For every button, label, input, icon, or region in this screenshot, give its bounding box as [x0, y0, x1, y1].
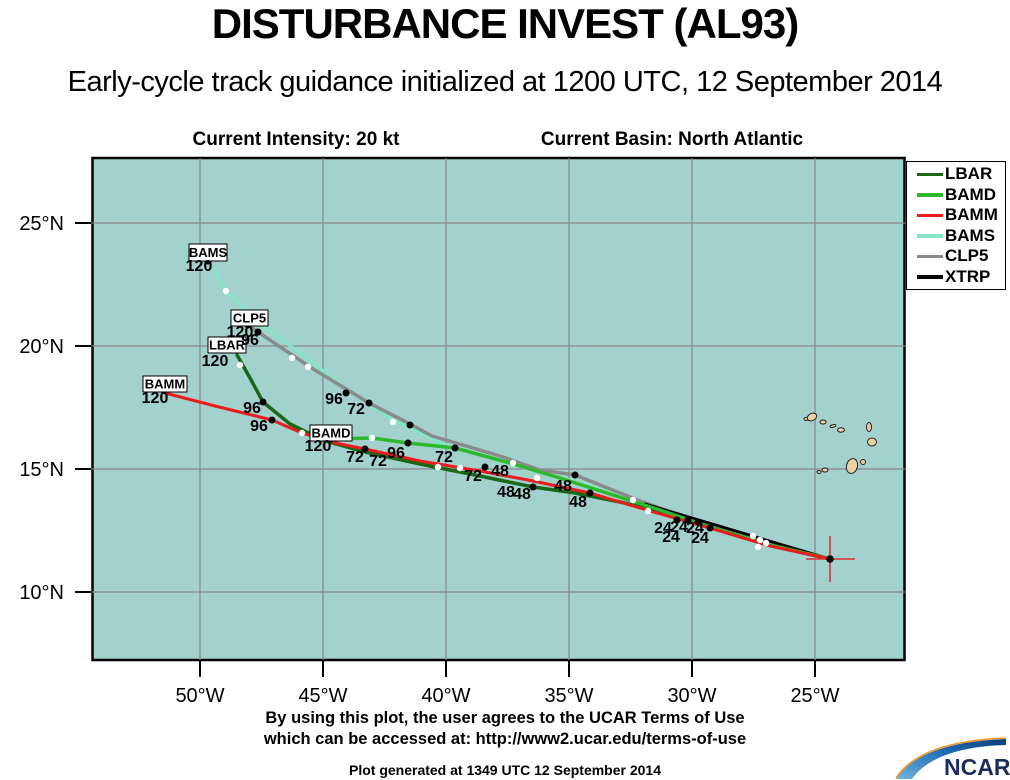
model-box-label: LBAR: [209, 338, 246, 353]
hour-label: 72: [369, 453, 387, 470]
hour-label: 24: [691, 530, 709, 547]
legend-item: LBAR: [917, 164, 1005, 184]
hour-label: 120: [227, 324, 254, 341]
terms-of-use-line2: which can be accessed at: http://www2.uc…: [263, 730, 747, 748]
bamm-line-swatch: [917, 213, 943, 217]
hour-label: 96: [250, 418, 268, 435]
model-box-label: BAMM: [145, 377, 185, 392]
legend-label: XTRP: [945, 266, 991, 286]
model-box-label: BAMD: [312, 426, 351, 441]
legend-item: BAMS: [917, 226, 1005, 246]
map-plot-area: [91, 156, 906, 662]
axis-ticks: [75, 222, 816, 677]
legend-item: BAMM: [917, 205, 1005, 225]
islands: [803, 412, 877, 474]
hour-label: 72: [347, 401, 365, 418]
ncar-logo: NCAR: [895, 737, 1010, 780]
page-title: DISTURBANCE INVEST (AL93): [211, 0, 799, 47]
hour-label: 24: [686, 520, 704, 537]
hour-label: 48: [569, 494, 587, 511]
current-intensity-label: Current Intensity: 20 kt: [192, 129, 400, 150]
track-bamm: [163, 391, 832, 561]
plot-generated-timestamp: Plot generated at 1349 UTC 12 September …: [348, 762, 662, 778]
lat-tick-label: 15°N: [19, 459, 64, 481]
hour-label: 120: [202, 353, 229, 370]
bamd-line-swatch: [917, 193, 943, 197]
latitude-axis-labels: 25°N 20°N 15°N 10°N: [19, 213, 64, 604]
model-name-boxes: BAMS CLP5 LBAR BAMM BAMD: [142, 243, 353, 442]
legend-label: LBAR: [945, 164, 993, 184]
intermediate-track-points: [222, 287, 770, 551]
lon-tick-label: 35°W: [544, 685, 593, 707]
lat-tick-label: 20°N: [19, 336, 64, 358]
hour-label: 96: [325, 391, 343, 408]
legend-label: BAMM: [945, 205, 998, 225]
ncar-logo-text: NCAR: [944, 754, 1010, 780]
track-xtrp: [643, 502, 832, 561]
hour-label: 96: [241, 332, 259, 349]
legend-label: CLP5: [945, 246, 989, 266]
lbar-line-swatch: [917, 172, 943, 176]
lon-tick-label: 30°W: [667, 685, 716, 707]
legend-label: BAMS: [945, 225, 996, 245]
model-box-label: CLP5: [233, 311, 266, 326]
hour-label: 96: [243, 400, 261, 417]
model-box-label: BAMS: [189, 245, 228, 260]
hour-label: 96: [387, 445, 405, 462]
bams-line-swatch: [917, 234, 943, 238]
hour-label: 48: [497, 484, 515, 501]
forecast-hour-labels: 120 120 120 120 120 96 96 96 96 96 72 72…: [142, 258, 709, 547]
hour-label: 48: [491, 463, 509, 480]
forecast-hour-points: [204, 257, 714, 532]
lon-tick-label: 50°W: [175, 685, 224, 707]
hour-label: 24: [670, 519, 688, 536]
current-position-marker: [806, 536, 855, 582]
xtrp-line-swatch: [917, 275, 943, 279]
ncar-swoosh-accent: [895, 737, 1007, 779]
lat-tick-label: 10°N: [19, 582, 64, 604]
hour-label: 120: [142, 390, 169, 407]
lon-tick-label: 25°W: [790, 685, 839, 707]
hour-label: 48: [513, 486, 531, 503]
lon-tick-label: 45°W: [298, 685, 347, 707]
hour-label: 72: [464, 468, 482, 485]
legend-item: CLP5: [917, 246, 1005, 266]
legend: LBAR BAMD BAMM BAMS CLP5 XTRP: [906, 161, 1006, 290]
hour-label: 48: [554, 478, 572, 495]
ncar-swoosh: [896, 739, 1006, 779]
legend-item: BAMD: [917, 185, 1005, 205]
legend-label: BAMD: [945, 184, 996, 204]
terms-of-use-line1: By using this plot, the user agrees to t…: [265, 709, 745, 727]
current-basin-label: Current Basin: North Atlantic: [540, 129, 804, 150]
lon-tick-label: 40°W: [421, 685, 470, 707]
lat-tick-label: 25°N: [19, 213, 64, 235]
page-subtitle: Early-cycle track guidance initialized a…: [67, 66, 943, 98]
hour-label: 120: [186, 258, 213, 275]
hour-label: 72: [435, 449, 453, 466]
legend-item: XTRP: [917, 267, 1005, 287]
hour-label: 72: [346, 449, 364, 466]
hour-label: 24: [654, 520, 672, 537]
hour-label: 24: [662, 529, 680, 546]
clp5-line-swatch: [917, 254, 943, 258]
hour-label: 120: [305, 438, 332, 455]
longitude-axis-labels: 50°W 45°W 40°W 35°W 30°W 25°W: [175, 685, 839, 707]
